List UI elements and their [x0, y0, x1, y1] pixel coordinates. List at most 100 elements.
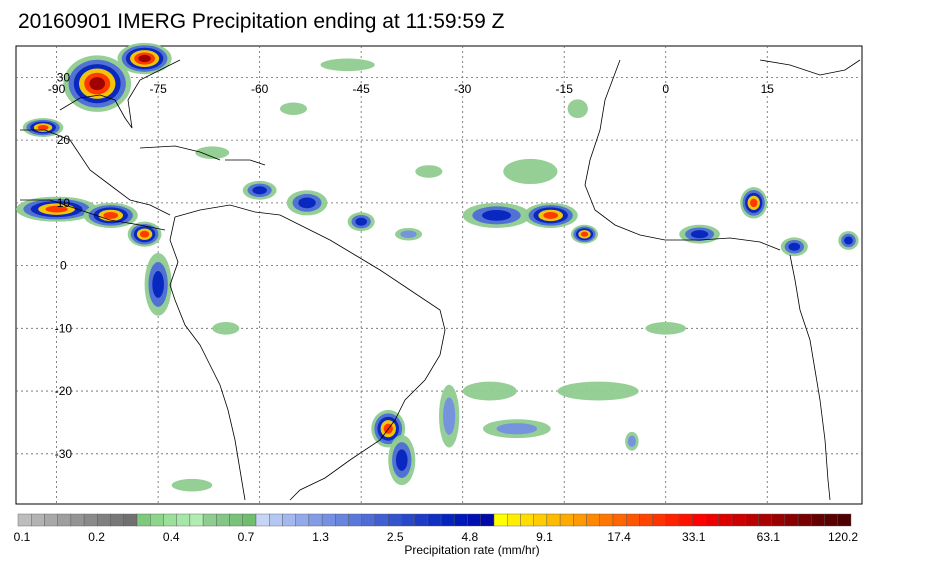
- colorbar-tick-label: 33.1: [682, 530, 706, 544]
- precip-cell: [482, 210, 512, 221]
- precip-cell: [645, 322, 687, 335]
- lon-tick-label: -90: [48, 82, 66, 96]
- colorbar-swatch: [652, 513, 667, 527]
- colorbar-swatch: [202, 513, 217, 527]
- colorbar-swatch: [639, 513, 653, 527]
- precip-cell: [320, 58, 375, 72]
- precip-cell: [152, 270, 164, 298]
- colorbar-swatch: [480, 513, 495, 527]
- colorbar-tick-label: 0.4: [162, 530, 180, 544]
- colorbar-swatch: [626, 513, 640, 527]
- coast-florida: [59, 59, 181, 129]
- colorbar-swatch: [678, 513, 693, 527]
- colorbar-tick-label: 0.2: [88, 530, 105, 544]
- colorbar-swatch: [718, 513, 733, 527]
- colorbar-swatch: [467, 513, 481, 527]
- precip-cell: [138, 54, 151, 63]
- precip-cell: [567, 99, 588, 119]
- colorbar-swatch: [745, 513, 759, 527]
- map-frame: [15, 45, 863, 505]
- coast-south-america: [169, 204, 446, 501]
- colorbar-swatch: [374, 513, 389, 527]
- precip-cell: [690, 230, 709, 239]
- colorbar-swatch: [559, 513, 574, 527]
- colorbar-swatch: [97, 513, 111, 527]
- colorbar-swatch: [242, 513, 257, 527]
- lat-tick-label: 0: [60, 259, 67, 273]
- colorbar-swatch: [665, 513, 680, 527]
- colorbar-swatch: [83, 513, 98, 527]
- colorbar-tick-label: 17.4: [607, 530, 631, 544]
- lat-tick-label: -30: [55, 447, 73, 461]
- colorbar-swatch: [44, 513, 58, 527]
- precip-cell: [89, 77, 106, 91]
- precipitation-field: [16, 42, 859, 492]
- colorbar-swatch: [401, 513, 415, 527]
- colorbar-swatch: [308, 513, 323, 527]
- lat-tick-label: -20: [55, 384, 73, 398]
- precip-cell: [252, 186, 267, 195]
- precip-cell: [580, 231, 589, 237]
- colorbar-swatch: [229, 513, 243, 527]
- colorbar-swatch: [269, 513, 283, 527]
- precip-cell: [415, 165, 443, 178]
- coast-hispaniola: [225, 159, 266, 166]
- lon-tick-label: -60: [251, 82, 269, 96]
- lat-tick-label: -10: [55, 321, 73, 335]
- precip-cell: [171, 478, 213, 492]
- colorbar-swatch: [321, 513, 336, 527]
- colorbar-swatch: [520, 513, 534, 527]
- precip-cell: [788, 242, 801, 251]
- colorbar-swatch: [731, 513, 746, 527]
- precip-cell: [195, 146, 230, 159]
- colorbar-swatch: [546, 513, 561, 527]
- colorbar-swatch: [189, 513, 204, 527]
- lon-tick-label: -15: [556, 82, 574, 96]
- colorbar-swatch: [493, 513, 508, 527]
- colorbar-swatch: [824, 513, 838, 527]
- colorbar-swatch: [705, 513, 719, 527]
- precip-cell: [103, 211, 119, 219]
- colorbar-swatch: [599, 513, 614, 527]
- colorbar-swatch: [414, 513, 429, 527]
- colorbar-swatch: [70, 513, 85, 527]
- colorbar-tick-label: 4.8: [461, 530, 479, 544]
- precip-cell: [503, 158, 558, 185]
- lon-tick-label: 15: [761, 82, 775, 96]
- precip-cell: [139, 230, 150, 238]
- colorbar-tick-label: 2.5: [386, 530, 404, 544]
- colorbar-swatch: [295, 513, 310, 527]
- precip-cell: [212, 322, 240, 335]
- colorbar-tick-label: 63.1: [756, 530, 781, 544]
- colorbar-swatch: [612, 513, 627, 527]
- colorbar-swatch: [784, 513, 799, 527]
- colorbar-swatch: [454, 513, 468, 527]
- colorbar-swatch: [811, 513, 825, 527]
- precip-cell: [543, 211, 559, 219]
- lon-tick-label: -30: [454, 82, 472, 96]
- lat-tick-label: 10: [57, 196, 71, 210]
- colorbar-tick-label: 9.1: [536, 530, 553, 544]
- coast-central-america: [20, 129, 171, 231]
- precip-cell: [279, 102, 308, 116]
- precip-cell: [37, 124, 49, 131]
- colorbar-swatch: [31, 513, 45, 527]
- colorbar-swatch: [348, 513, 362, 527]
- colorbar-swatch: [427, 513, 442, 527]
- colorbar-swatch: [692, 513, 706, 527]
- colorbar-swatch: [440, 513, 455, 527]
- colorbar-swatch: [586, 513, 600, 527]
- map-title: 20160901 IMERG Precipitation ending at 1…: [18, 10, 505, 33]
- colorbar-tick-label: 0.7: [237, 530, 255, 544]
- lat-tick-label: 20: [57, 133, 71, 147]
- precip-cell: [45, 205, 68, 213]
- colorbar-swatch: [335, 513, 349, 527]
- colorbar-swatch: [797, 513, 812, 527]
- colorbar-swatch: [176, 513, 191, 527]
- colorbar-swatch: [163, 513, 177, 527]
- axis-labels: -90 -75 -60 -45 -30 -15 0 15 30 20 10 0 -10 -20 -30: [48, 70, 774, 460]
- colorbar-swatch: [136, 513, 151, 527]
- colorbar-swatch: [573, 513, 587, 527]
- map-gridlines: [16, 46, 862, 504]
- precip-cell: [298, 197, 316, 209]
